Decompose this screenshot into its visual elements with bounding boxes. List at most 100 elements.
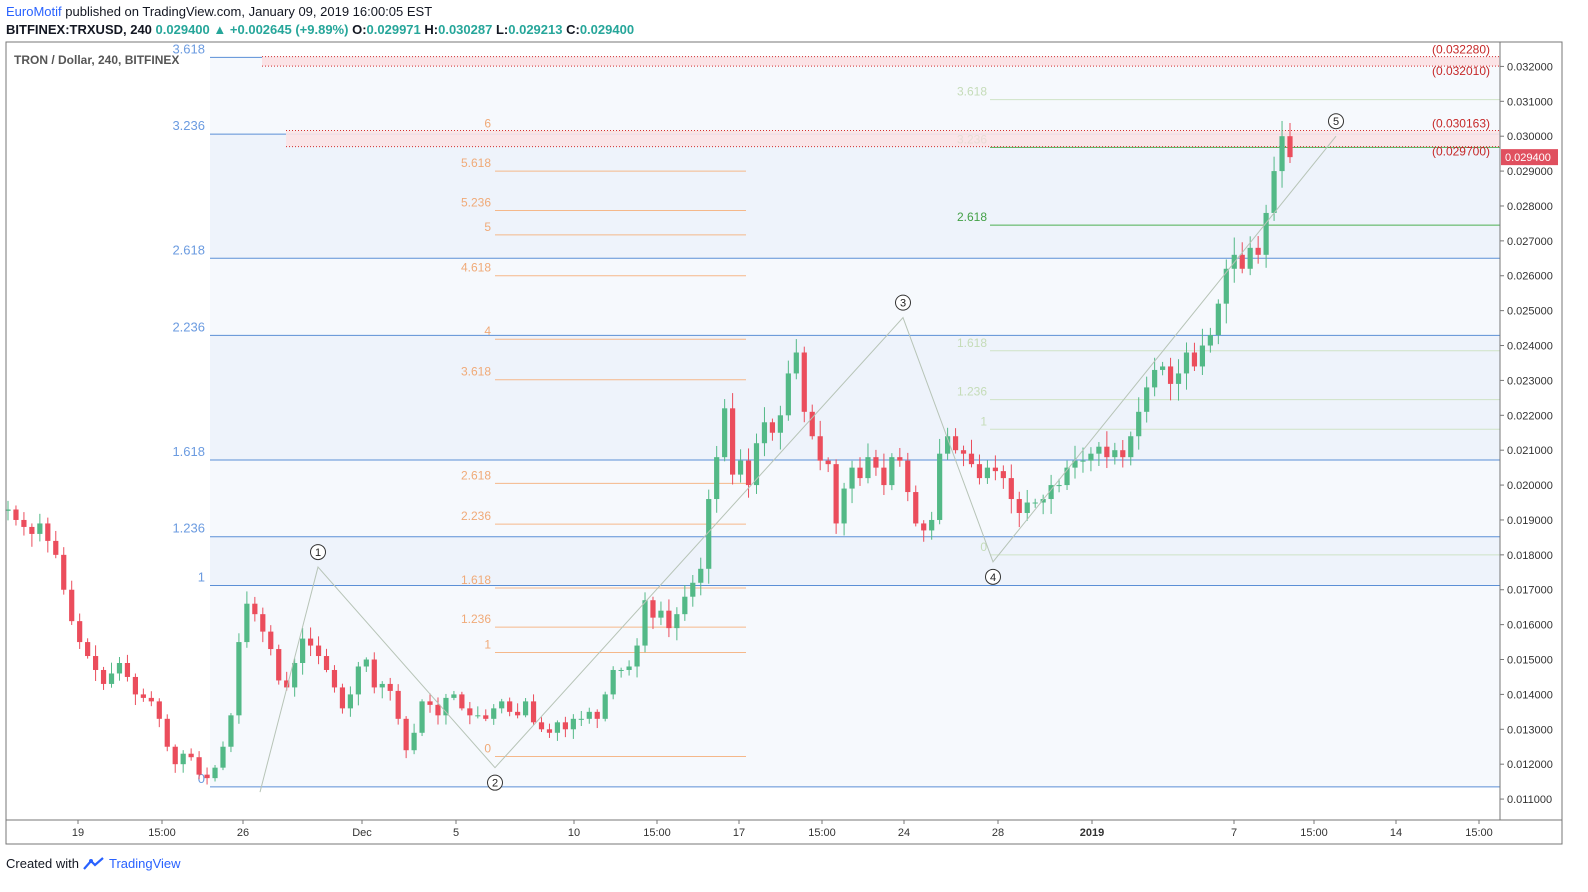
author-link[interactable]: EuroMotif bbox=[6, 4, 62, 19]
y-tick-label: 0.016000 bbox=[1507, 620, 1553, 632]
x-tick-label: 10 bbox=[568, 827, 580, 839]
candle-body bbox=[658, 610, 664, 618]
candle-body bbox=[937, 453, 943, 520]
candle-body bbox=[1016, 499, 1022, 513]
candle-body bbox=[1152, 369, 1158, 388]
candle-body bbox=[976, 464, 983, 479]
fib-wave2-label: 1.236 bbox=[461, 612, 491, 626]
candle-body bbox=[777, 415, 783, 433]
tradingview-link[interactable]: TradingView bbox=[108, 856, 181, 871]
candle-body bbox=[913, 492, 919, 524]
candle-body bbox=[1159, 366, 1166, 370]
x-tick-label: 28 bbox=[992, 827, 1004, 839]
candle-body bbox=[37, 523, 43, 534]
candle-body bbox=[825, 460, 831, 465]
candle-body bbox=[1263, 212, 1269, 255]
fib-wave2-label: 1.618 bbox=[461, 573, 491, 587]
y-tick-label: 0.015000 bbox=[1507, 655, 1553, 667]
open-value: 0.029971 bbox=[366, 22, 421, 37]
candle-body bbox=[753, 443, 760, 486]
x-tick-label: 7 bbox=[1231, 827, 1237, 839]
fib-wave2-label: 5.236 bbox=[461, 196, 491, 210]
candle-body bbox=[180, 753, 186, 765]
y-tick-label: 0.025000 bbox=[1507, 306, 1553, 318]
candle-body bbox=[1128, 436, 1134, 458]
fib-wave2-label: 6 bbox=[484, 117, 491, 131]
close-label: C: bbox=[566, 22, 580, 37]
candle-body bbox=[833, 464, 839, 524]
candles bbox=[5, 120, 1293, 785]
y-tick-label: 0.027000 bbox=[1507, 236, 1553, 248]
candle-body bbox=[236, 642, 242, 716]
candle-body bbox=[1247, 247, 1253, 269]
fib-main-label: 2.618 bbox=[172, 242, 205, 257]
candle-body bbox=[204, 774, 210, 779]
candle-body bbox=[403, 718, 409, 751]
candle-body bbox=[5, 509, 11, 511]
footer: Created with TradingView bbox=[6, 856, 181, 871]
y-tick-label: 0.024000 bbox=[1507, 341, 1553, 353]
candle-body bbox=[196, 757, 202, 775]
candle-body bbox=[1088, 453, 1094, 461]
close-value: 0.029400 bbox=[579, 22, 635, 37]
ohlc-line: BITFINEX:TRXUSD, 240 0.029400 ▲ +0.00264… bbox=[6, 22, 634, 37]
candle-body bbox=[21, 519, 27, 527]
candle-body bbox=[475, 715, 481, 717]
x-tick-label: 17 bbox=[733, 827, 745, 839]
candle-body bbox=[1207, 335, 1213, 346]
candle-body bbox=[841, 488, 847, 524]
target-label: (0.029700) bbox=[1432, 145, 1490, 159]
candle-body bbox=[578, 718, 584, 720]
wave-label: 2 bbox=[492, 778, 498, 790]
candle-body bbox=[1032, 502, 1038, 504]
candle-body bbox=[889, 457, 895, 486]
candle-body bbox=[793, 352, 799, 374]
candle-body bbox=[1239, 254, 1245, 269]
candle-body bbox=[13, 509, 19, 520]
candle-body bbox=[1000, 471, 1006, 479]
candle-body bbox=[45, 523, 51, 541]
candle-body bbox=[960, 450, 967, 454]
created-with-label: Created with bbox=[6, 856, 79, 871]
candle-body bbox=[1223, 268, 1229, 304]
y-tick-label: 0.028000 bbox=[1507, 201, 1553, 213]
y-tick-label: 0.013000 bbox=[1507, 724, 1553, 736]
candle-body bbox=[992, 467, 998, 472]
fib-main-label: 0 bbox=[198, 771, 205, 786]
candle-body bbox=[626, 666, 632, 670]
x-tick-label: 15:00 bbox=[1465, 827, 1493, 839]
y-tick-label: 0.019000 bbox=[1507, 515, 1553, 527]
last-value: 0.029400 bbox=[155, 22, 210, 37]
wave-marker bbox=[487, 774, 503, 791]
candle-body bbox=[451, 694, 457, 698]
candle-body bbox=[586, 711, 592, 719]
candle-body bbox=[785, 373, 791, 416]
fib-wave4-label: 3.618 bbox=[957, 85, 987, 99]
candle-body bbox=[507, 701, 513, 712]
candle-body bbox=[817, 436, 823, 461]
candle-body bbox=[212, 767, 218, 779]
candle-body bbox=[116, 663, 123, 674]
candle-body bbox=[1191, 352, 1198, 367]
wave-marker bbox=[310, 544, 326, 561]
candle-body bbox=[124, 663, 131, 677]
wave-marker bbox=[1328, 113, 1344, 130]
candle-body bbox=[85, 642, 91, 657]
x-tick-label: 15:00 bbox=[1300, 827, 1328, 839]
fib-wave2-label: 5.618 bbox=[461, 156, 491, 170]
low-label: L: bbox=[495, 22, 509, 37]
candle-body bbox=[1183, 352, 1190, 374]
fib-main-label: 1 bbox=[198, 570, 205, 585]
candle-body bbox=[220, 746, 226, 768]
candle-body bbox=[1056, 485, 1062, 487]
candle-body bbox=[260, 614, 266, 632]
candle-body bbox=[355, 666, 361, 695]
candle-body bbox=[395, 690, 401, 719]
candle-body bbox=[1255, 247, 1261, 255]
candle-body bbox=[945, 436, 951, 454]
fib-main-label: 3.618 bbox=[172, 41, 205, 56]
y-tick-label: 0.026000 bbox=[1507, 271, 1553, 283]
candle-body bbox=[1271, 171, 1277, 213]
y-tick-label: 0.029000 bbox=[1507, 166, 1553, 178]
